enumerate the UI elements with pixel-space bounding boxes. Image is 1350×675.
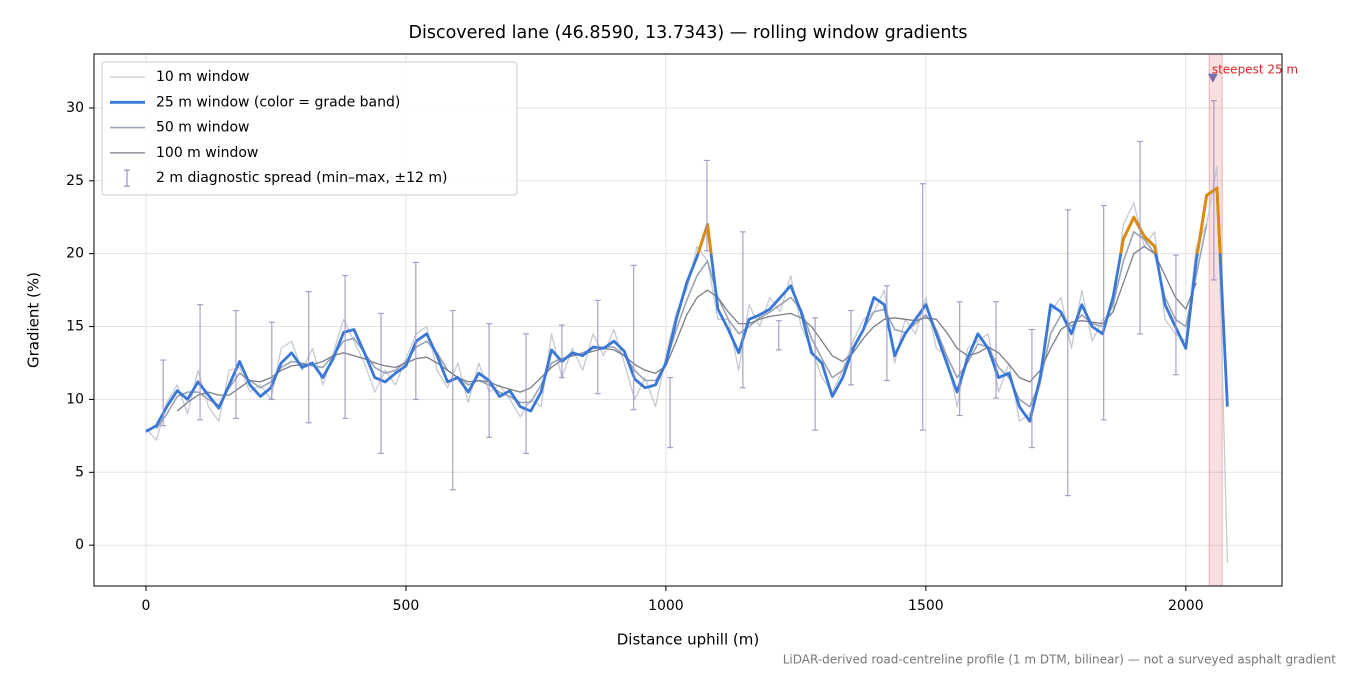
legend-label: 25 m window (color = grade band) xyxy=(156,94,400,110)
error-bar xyxy=(919,183,926,431)
series-line xyxy=(176,245,1197,412)
x-tick-label: 1500 xyxy=(908,598,944,614)
x-tick-label: 1000 xyxy=(648,598,684,614)
error-bar xyxy=(449,309,456,491)
legend-label: 2 m diagnostic spread (min–max, ±12 m) xyxy=(156,170,447,186)
legend-label: 50 m window xyxy=(156,120,249,136)
x-tick-label: 2000 xyxy=(1168,598,1204,614)
error-bar xyxy=(377,312,384,454)
y-tick-label: 20 xyxy=(66,246,84,262)
y-tick-label: 10 xyxy=(66,391,84,407)
error-bar xyxy=(667,376,674,449)
plot-area xyxy=(145,54,1229,586)
error-bar xyxy=(956,301,963,417)
error-bar xyxy=(232,309,239,419)
steepest-span xyxy=(1208,54,1223,586)
y-tick-label: 0 xyxy=(75,537,84,553)
error-bar xyxy=(775,320,782,351)
error-bar xyxy=(703,159,710,252)
steepest-marker xyxy=(1207,73,1218,83)
error-bar xyxy=(523,333,530,454)
error-bar xyxy=(305,290,312,424)
error-bar xyxy=(160,359,167,427)
error-bar xyxy=(993,301,1000,399)
footnote: LiDAR-derived road-centreline profile (1… xyxy=(783,653,1337,667)
x-tick-label: 0 xyxy=(142,598,151,614)
x-axis-label: Distance uphill (m) xyxy=(617,631,759,649)
series-line xyxy=(145,186,1229,433)
error-bar xyxy=(739,231,746,389)
legend: 10 m window 25 m window (color = grade ba… xyxy=(101,61,518,196)
y-axis-label: Gradient (%) xyxy=(25,272,43,368)
x-tick-label: 500 xyxy=(393,598,420,614)
error-bar xyxy=(847,309,854,386)
plot-frame xyxy=(93,53,1283,587)
error-bar xyxy=(342,274,349,419)
error-bar xyxy=(1064,209,1071,497)
legend-box xyxy=(101,61,518,196)
error-bar xyxy=(1028,328,1035,449)
error-bar xyxy=(883,285,890,382)
error-bar xyxy=(486,323,493,438)
error-bar xyxy=(594,299,601,395)
y-tick-label: 25 xyxy=(66,173,84,189)
error-bar xyxy=(268,321,275,401)
y-tick-label: 30 xyxy=(66,100,84,116)
y-tick-label: 15 xyxy=(66,319,84,335)
error-bar xyxy=(812,317,819,431)
legend-swatch xyxy=(124,169,130,187)
y-tick-label: 5 xyxy=(75,464,84,480)
error-bar xyxy=(412,261,419,401)
error-bar xyxy=(1172,254,1179,376)
legend-label: 100 m window xyxy=(156,145,258,161)
error-bar xyxy=(197,304,204,421)
steepest-label: steepest 25 m xyxy=(1212,62,1298,76)
error-bar xyxy=(1100,204,1107,421)
error-bar xyxy=(1137,140,1144,335)
chart-title: Discovered lane (46.8590, 13.7343) — rol… xyxy=(409,23,968,43)
error-bar xyxy=(630,264,637,411)
error-bar xyxy=(1210,100,1217,281)
legend-label: 10 m window xyxy=(156,69,249,85)
error-bar xyxy=(558,324,565,379)
